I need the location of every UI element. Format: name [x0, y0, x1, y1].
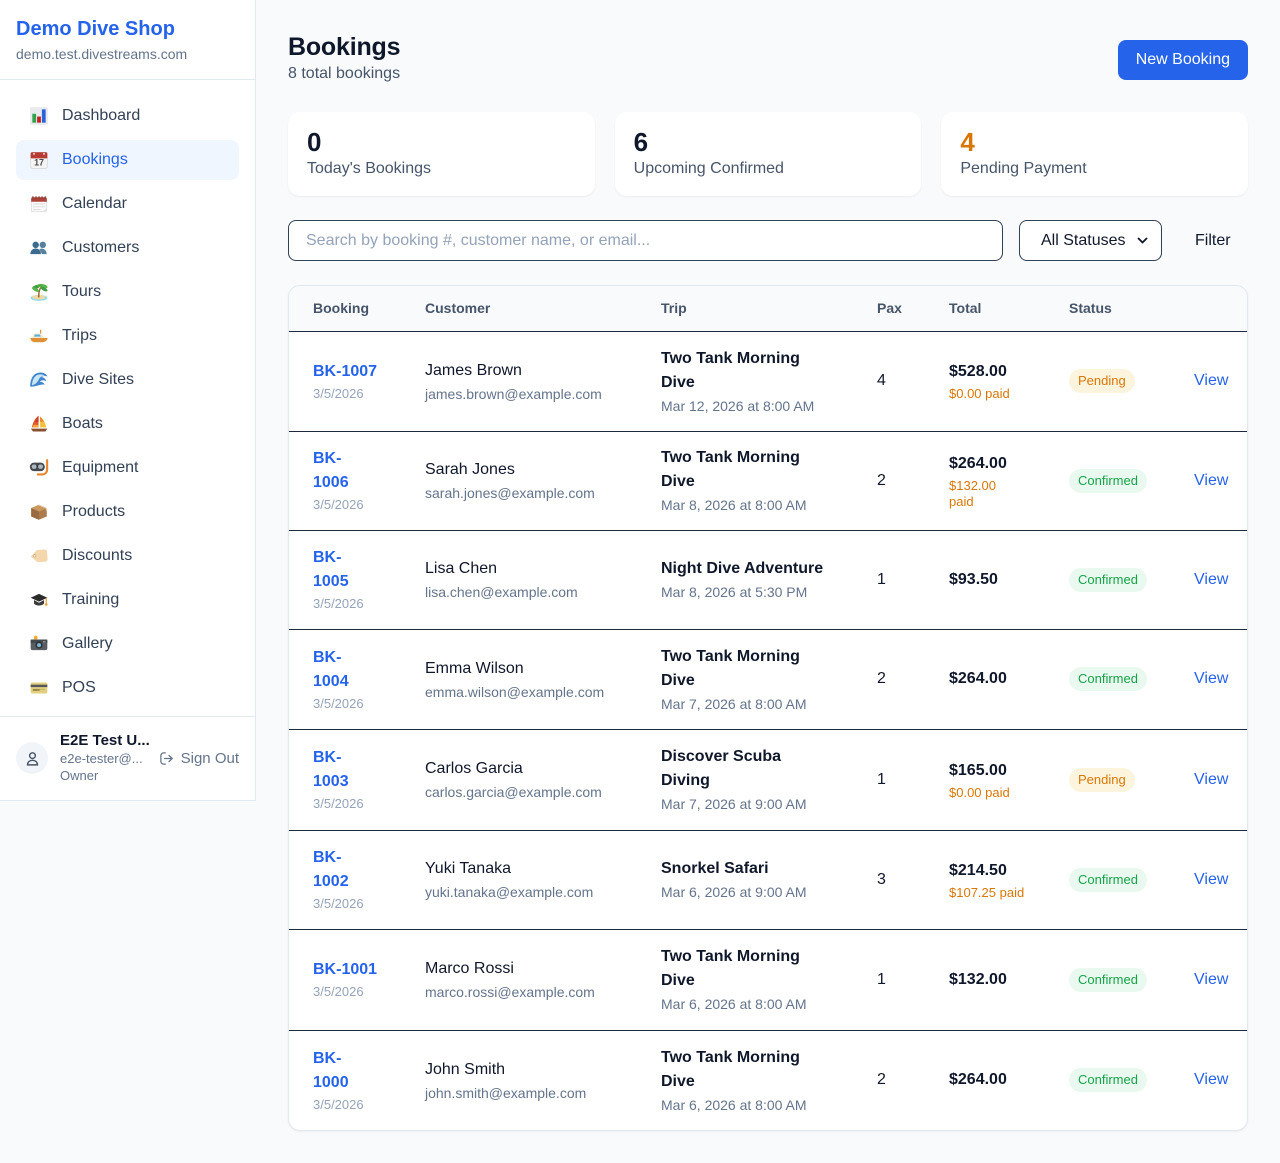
svg-text:17: 17 — [34, 158, 44, 168]
